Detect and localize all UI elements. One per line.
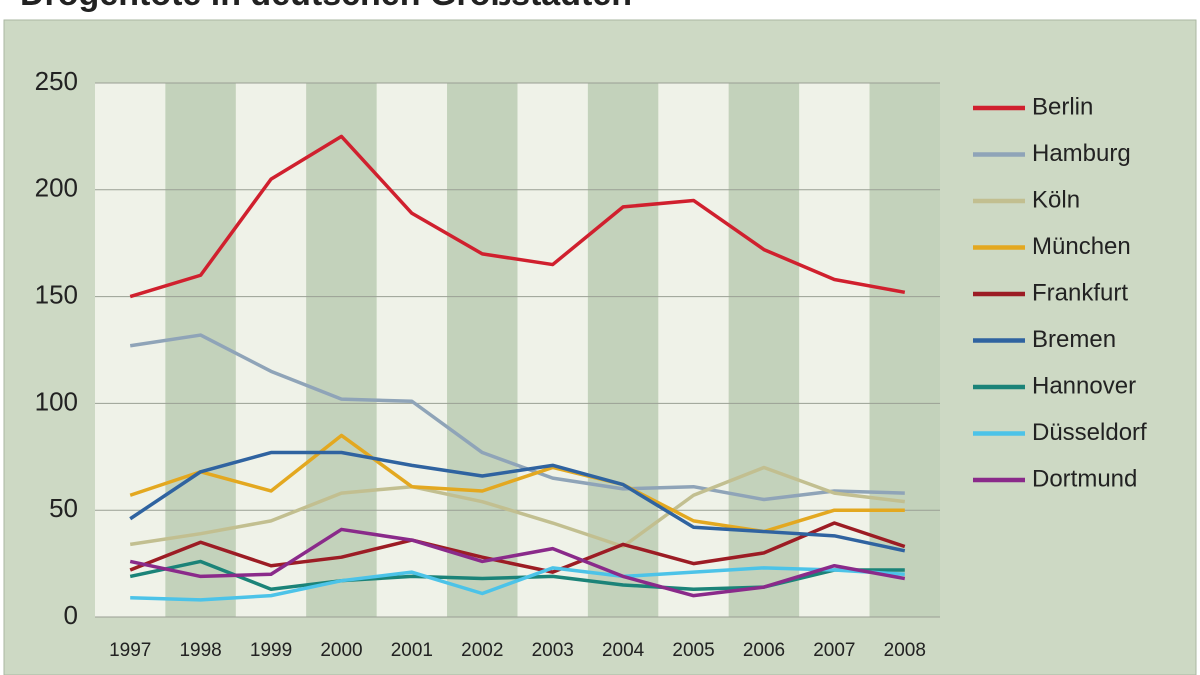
series-line xyxy=(129,450,906,553)
series-line xyxy=(129,465,906,549)
column-stripe xyxy=(799,83,870,617)
column-stripe xyxy=(235,83,307,617)
x-tick-label: 2008 xyxy=(884,640,926,661)
x-tick-label: 2002 xyxy=(461,640,503,661)
legend-label: Hamburg xyxy=(1032,140,1131,167)
y-tick-label: 50 xyxy=(49,493,78,523)
column-stripe xyxy=(95,83,166,617)
series-line xyxy=(129,134,906,299)
x-tick-label: 1998 xyxy=(179,640,221,661)
legend-label: Bremen xyxy=(1032,326,1116,353)
y-tick-label: 250 xyxy=(35,66,78,96)
series-line xyxy=(129,333,905,502)
legend-label: Frankfurt xyxy=(1032,279,1128,306)
series-line xyxy=(130,566,905,602)
column-stripe xyxy=(376,83,448,617)
y-tick-label: 150 xyxy=(35,279,78,309)
legend-label: Hannover xyxy=(1032,372,1136,399)
x-tick-label: 2007 xyxy=(813,640,855,661)
legend-label: Köln xyxy=(1032,186,1080,213)
column-stripe xyxy=(869,83,940,617)
column-stripe xyxy=(658,83,729,617)
chart-title: Drogentote in deutschen Großstädten xyxy=(20,0,632,13)
x-tick-label: 1999 xyxy=(250,640,292,661)
x-tick-label: 2001 xyxy=(391,640,433,661)
x-tick-label: 2000 xyxy=(320,640,362,661)
legend-label: München xyxy=(1032,233,1131,260)
y-tick-label: 0 xyxy=(64,600,78,630)
legend-label: Dortmund xyxy=(1032,465,1137,492)
legend-label: Düsseldorf xyxy=(1032,419,1147,446)
column-stripe xyxy=(447,83,518,617)
column-stripe xyxy=(517,83,588,617)
y-tick-label: 200 xyxy=(35,173,78,203)
series-line xyxy=(129,521,906,574)
series-line xyxy=(129,527,906,598)
x-tick-label: 2006 xyxy=(743,640,785,661)
y-tick-label: 100 xyxy=(35,386,78,416)
column-stripe xyxy=(728,83,800,617)
x-tick-label: 1997 xyxy=(109,640,151,661)
series-line xyxy=(129,433,905,534)
x-tick-label: 2004 xyxy=(602,640,645,661)
x-tick-label: 2005 xyxy=(672,640,714,661)
legend-label: Berlin xyxy=(1032,93,1093,120)
x-tick-label: 2003 xyxy=(532,640,574,661)
